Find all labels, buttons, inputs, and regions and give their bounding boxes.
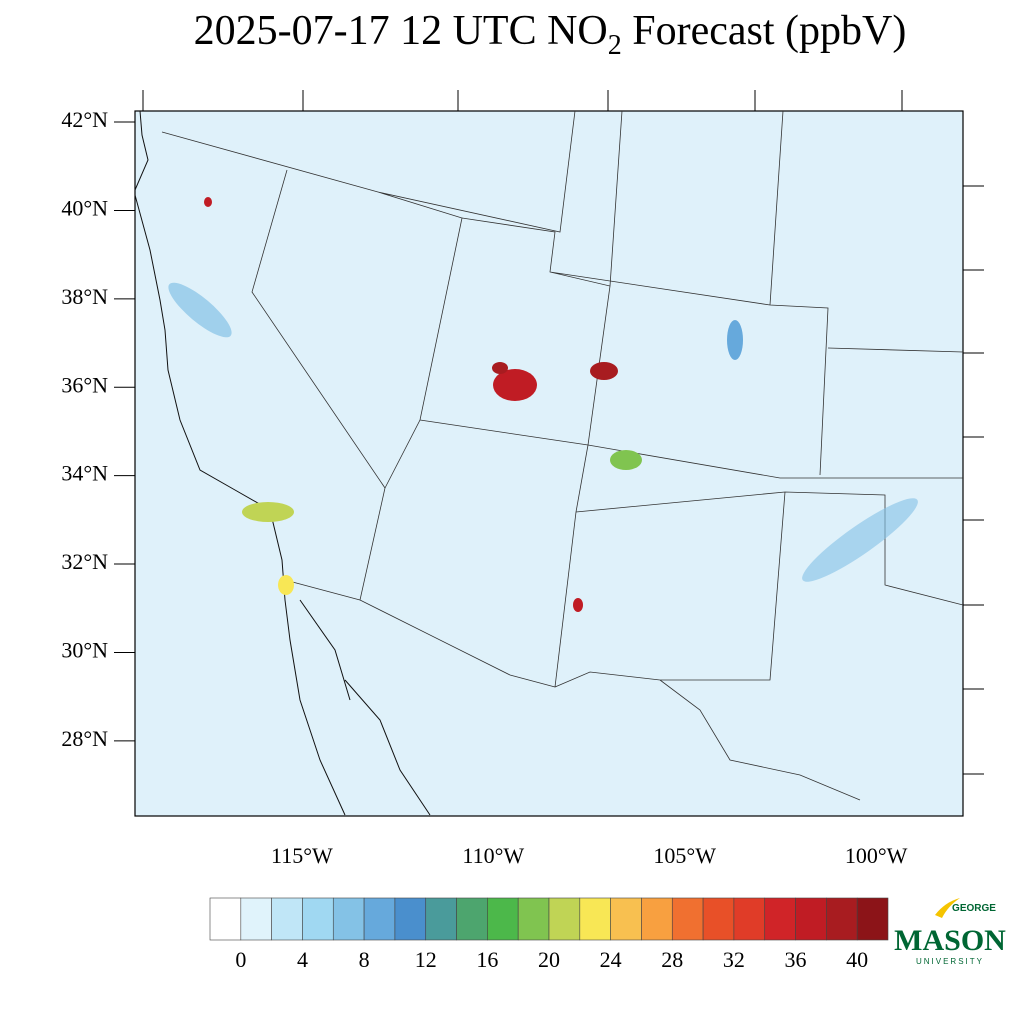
colorbar-swatch	[332, 897, 365, 941]
y-tick-label: 38°N	[61, 284, 108, 309]
colorbar-swatch	[795, 897, 827, 941]
y-tick-label: 34°N	[61, 461, 108, 486]
logo-mark	[935, 898, 960, 918]
y-tick-label: 30°N	[61, 638, 108, 663]
colorbar-label: 20	[538, 947, 560, 972]
y-tick-label: 28°N	[61, 726, 108, 751]
colorbar-label: 8	[359, 947, 370, 972]
colorbar-swatch	[271, 897, 303, 941]
hotspot	[727, 320, 743, 360]
title-subscript: 2	[608, 30, 622, 61]
logo-bottom: UNIVERSITY	[916, 957, 984, 966]
colorbar-swatch	[702, 897, 735, 941]
x-tick-label: 115°W	[271, 843, 333, 868]
colorbar-swatch	[856, 897, 889, 941]
colorbar-swatch	[641, 897, 673, 941]
title-text: 2025-07-17 12 UTC NO	[194, 8, 608, 54]
colorbar-swatch	[764, 897, 796, 941]
colorbar-label: 4	[297, 947, 308, 972]
colorbar-swatch	[548, 897, 581, 941]
hotspot	[802, 498, 918, 582]
logo-name: MASON	[894, 924, 1006, 957]
colorbar-label: 28	[661, 947, 683, 972]
top-ticks	[142, 90, 984, 775]
colorbar-swatch	[302, 897, 334, 941]
colorbar-swatch	[240, 897, 272, 941]
y-tick-label: 42°N	[61, 107, 108, 132]
colorbar-swatch	[610, 897, 642, 941]
colorbar-swatch	[209, 897, 242, 941]
colorbar-swatch	[671, 897, 704, 941]
map	[134, 90, 984, 817]
map-frame	[134, 110, 964, 817]
x-tick-label: 110°W	[462, 843, 524, 868]
colorbar-label: 40	[846, 947, 868, 972]
logo: GEORGE MASON UNIVERSITY	[894, 898, 1006, 966]
hotspot	[242, 502, 294, 522]
colorbar-swatch	[363, 897, 396, 941]
colorbar-swatch	[487, 897, 519, 941]
coastline	[134, 110, 431, 816]
hotspot	[204, 197, 212, 207]
colorbar-swatch	[733, 897, 766, 941]
x-tick-label: 100°W	[845, 843, 908, 868]
colorbar-swatch	[394, 897, 427, 941]
hotspot	[168, 282, 232, 338]
y-tick-label: 40°N	[61, 195, 108, 220]
colorbar-swatch	[517, 897, 550, 941]
hotspot	[590, 362, 618, 380]
title: 2025-07-17 12 UTC NO2 Forecast (ppbV)	[194, 8, 907, 61]
hotspot	[278, 575, 294, 595]
hotspot	[573, 598, 583, 612]
colorbar-label: 24	[600, 947, 622, 972]
colorbar-label: 32	[723, 947, 745, 972]
title-suffix: Forecast (ppbV)	[622, 8, 907, 54]
colorbar-label: 16	[476, 947, 498, 972]
state-borders	[161, 110, 964, 801]
hotspot	[610, 450, 642, 470]
colorbar-swatch	[425, 897, 457, 941]
logo-top: GEORGE	[952, 903, 996, 914]
colorbar-label: 36	[785, 947, 807, 972]
colorbar-swatch	[826, 897, 858, 941]
hotspot	[492, 362, 508, 374]
colorbar-label: 12	[415, 947, 437, 972]
y-tick-label: 32°N	[61, 549, 108, 574]
colorbar-label: 0	[235, 947, 246, 972]
x-tick-label: 105°W	[653, 843, 716, 868]
colorbar-swatch	[456, 897, 488, 941]
colorbar-swatch	[579, 897, 611, 941]
y-tick-label: 36°N	[61, 372, 108, 397]
hotspot	[493, 369, 537, 401]
